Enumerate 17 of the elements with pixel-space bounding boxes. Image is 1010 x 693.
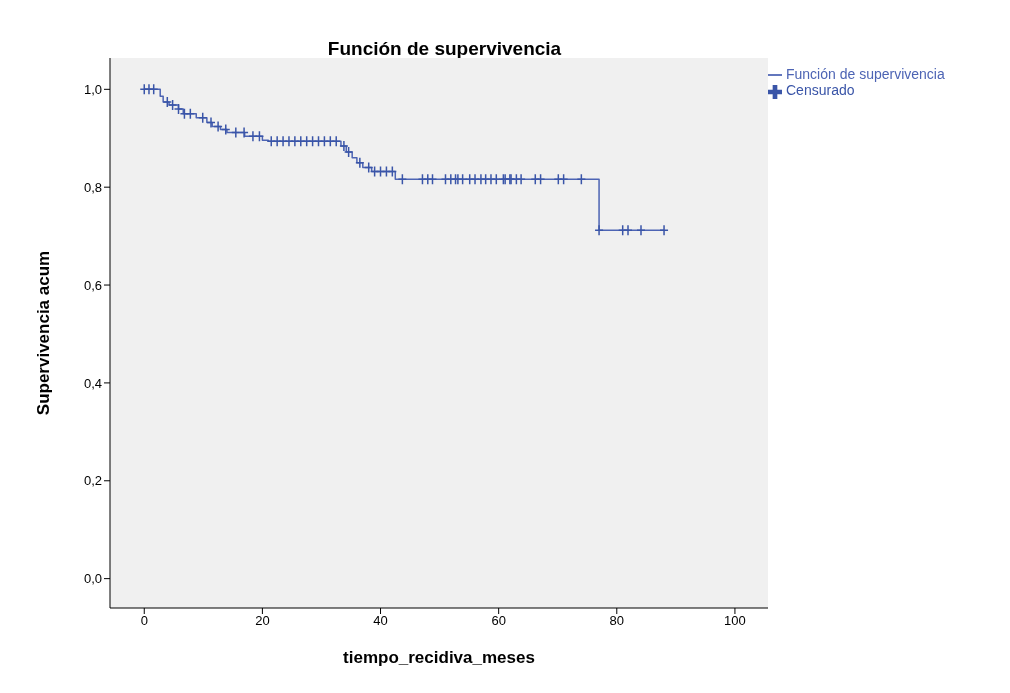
y-tick-label: 0,0: [83, 571, 102, 587]
x-tick-label: 40: [373, 613, 388, 629]
x-axis-title: tiempo_recidiva_meses: [343, 648, 535, 667]
x-tick-label: 0: [140, 613, 148, 629]
y-tick-label: 0,2: [83, 473, 102, 489]
x-tick-label: 80: [609, 613, 625, 629]
y-tick-label: 0,8: [83, 179, 102, 195]
legend-label: Función de supervivencia: [786, 66, 945, 82]
legend-label: Censurado: [786, 82, 855, 99]
y-tick-label: 0,4: [83, 375, 102, 391]
y-tick-label: 0,6: [83, 277, 102, 293]
y-tick-label: 1,0: [83, 81, 102, 97]
x-tick-label: 100: [724, 613, 746, 629]
chart-title: Función de supervivencia: [326, 38, 563, 60]
y-axis-title: Supervivencia acum: [34, 250, 54, 416]
x-tick-label: 60: [491, 613, 506, 629]
x-tick-label: 20: [255, 613, 270, 629]
